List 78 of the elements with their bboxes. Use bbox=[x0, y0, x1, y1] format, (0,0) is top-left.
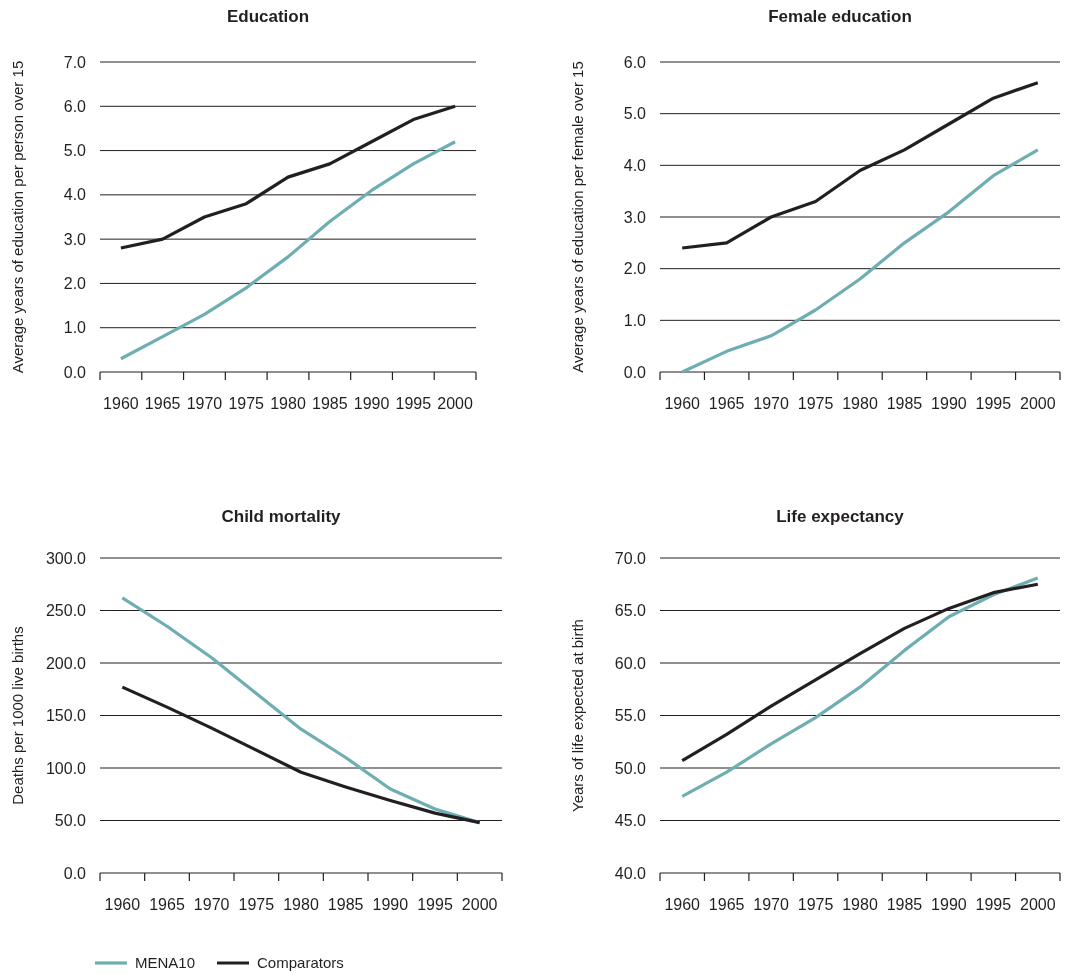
x-tick-label: 1980 bbox=[270, 395, 306, 413]
x-tick-label: 1990 bbox=[353, 395, 390, 413]
x-tick-label: 1985 bbox=[327, 896, 364, 914]
y-tick-label: 300.0 bbox=[45, 549, 87, 567]
x-tick-label: 1995 bbox=[417, 896, 453, 914]
y-tick-label: 45.0 bbox=[614, 812, 647, 830]
line-series bbox=[680, 148, 1040, 374]
y-tick-label: 6.0 bbox=[623, 53, 647, 71]
y-tick-label: 50.0 bbox=[614, 759, 647, 777]
y-tick-label: 50.0 bbox=[54, 812, 87, 830]
x-tick-label: 1965 bbox=[144, 395, 181, 413]
x-tick-label: 1980 bbox=[842, 395, 878, 413]
y-tick-label: 0.0 bbox=[63, 864, 87, 882]
x-tick-label: 1960 bbox=[103, 395, 139, 413]
x-tick-label: 2000 bbox=[1019, 896, 1056, 914]
y-tick-label: 60.0 bbox=[614, 654, 647, 672]
y-axis-title: Years of life expected at birth bbox=[569, 619, 586, 812]
y-tick-label: 4.0 bbox=[623, 156, 647, 174]
x-tick-label: 1975 bbox=[238, 896, 275, 914]
y-tick-label: 5.0 bbox=[623, 105, 647, 123]
x-tick-label: 2000 bbox=[461, 896, 498, 914]
legend-label: Comparators bbox=[257, 954, 344, 971]
legend-label: MENA10 bbox=[135, 954, 196, 971]
chart-title: Life expectancy bbox=[776, 507, 905, 526]
y-tick-label: 5.0 bbox=[63, 142, 87, 160]
y-tick-label: 3.0 bbox=[623, 208, 647, 226]
x-tick-label: 1985 bbox=[886, 896, 923, 914]
x-tick-label: 1970 bbox=[753, 395, 790, 413]
y-tick-label: 40.0 bbox=[614, 864, 647, 882]
x-tick-label: 1995 bbox=[975, 896, 1012, 914]
x-tick-label: 1975 bbox=[797, 896, 834, 914]
x-tick-label: 1970 bbox=[193, 896, 230, 914]
x-tick-label: 1995 bbox=[975, 395, 1012, 413]
y-tick-label: 1.0 bbox=[623, 311, 647, 329]
x-tick-label: 1965 bbox=[708, 896, 745, 914]
x-tick-label: 1960 bbox=[664, 896, 701, 914]
y-tick-label: 6.0 bbox=[63, 97, 87, 115]
y-tick-label: 7.0 bbox=[63, 53, 87, 71]
x-tick-label: 1980 bbox=[283, 896, 319, 914]
y-tick-label: 2.0 bbox=[63, 275, 87, 293]
x-tick-label: 1965 bbox=[708, 395, 745, 413]
x-tick-label: 1985 bbox=[311, 395, 348, 413]
x-tick-label: 1970 bbox=[753, 896, 790, 914]
y-tick-label: 4.0 bbox=[63, 186, 87, 204]
x-tick-label: 1960 bbox=[104, 896, 141, 914]
x-tick-label: 2000 bbox=[1019, 395, 1056, 413]
chart-title: Education bbox=[226, 7, 310, 26]
y-tick-label: 55.0 bbox=[614, 707, 647, 725]
x-tick-label: 1980 bbox=[842, 896, 878, 914]
x-tick-label: 1975 bbox=[228, 395, 265, 413]
y-tick-label: 70.0 bbox=[614, 549, 647, 567]
x-tick-label: 2000 bbox=[437, 395, 474, 413]
y-axis-title: Average years of education per female over 15 bbox=[569, 61, 586, 373]
y-tick-label: 3.0 bbox=[63, 230, 87, 248]
y-tick-label: 200.0 bbox=[45, 654, 87, 672]
y-tick-label: 150.0 bbox=[45, 707, 87, 725]
x-tick-label: 1990 bbox=[372, 896, 409, 914]
x-tick-label: 1960 bbox=[664, 395, 701, 413]
chart-title: Female education bbox=[768, 7, 912, 26]
x-tick-label: 1990 bbox=[931, 395, 967, 413]
y-tick-label: 65.0 bbox=[614, 602, 647, 620]
chart-title: Child mortality bbox=[221, 507, 342, 526]
line-series bbox=[680, 576, 1040, 798]
y-tick-label: 250.0 bbox=[45, 602, 87, 620]
x-tick-label: 1995 bbox=[395, 395, 432, 413]
x-tick-label: 1985 bbox=[886, 395, 923, 413]
y-axis-title: Average years of education per person over 15 bbox=[9, 60, 26, 374]
y-tick-label: 100.0 bbox=[45, 759, 87, 777]
y-tick-label: 1.0 bbox=[63, 319, 87, 337]
y-tick-label: 0.0 bbox=[63, 363, 87, 381]
y-tick-label: 2.0 bbox=[623, 260, 647, 278]
x-tick-label: 1975 bbox=[797, 395, 834, 413]
x-tick-label: 1970 bbox=[186, 395, 223, 413]
x-tick-label: 1965 bbox=[149, 896, 185, 914]
x-tick-label: 1990 bbox=[931, 896, 967, 914]
line-series bbox=[119, 140, 457, 361]
y-tick-label: 0.0 bbox=[623, 363, 647, 381]
y-axis-title: Deaths per 1000 live births bbox=[9, 626, 26, 805]
